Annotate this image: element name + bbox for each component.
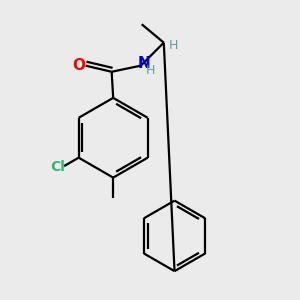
Text: H: H	[145, 64, 155, 77]
Text: O: O	[72, 58, 85, 73]
Text: H: H	[169, 39, 178, 52]
Text: Cl: Cl	[50, 160, 65, 174]
Text: N: N	[138, 56, 151, 71]
